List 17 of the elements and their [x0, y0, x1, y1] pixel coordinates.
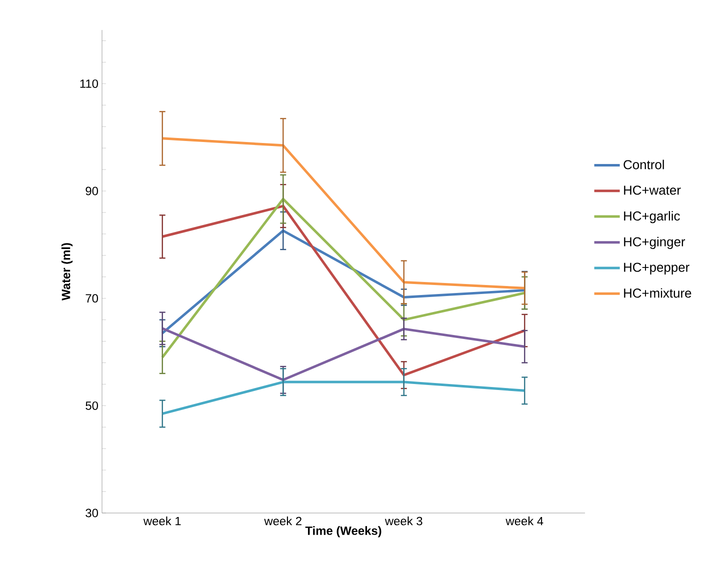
y-tick-label: 70: [86, 294, 98, 303]
legend-label: HC+water: [624, 186, 681, 195]
legend-label: Control: [624, 160, 664, 170]
x-axis-title: Time (Weeks): [305, 526, 382, 538]
y-tick-label: 90: [86, 186, 98, 196]
x-tick-label: week 3: [384, 516, 422, 526]
y-tick-label: 30: [86, 508, 98, 518]
legend-label: HC+ginger: [624, 236, 686, 249]
legend-label: HC+pepper: [624, 262, 690, 274]
y-tick-label: 110: [80, 79, 98, 88]
x-tick-label: week 2: [264, 516, 302, 526]
x-tick-label: week 1: [143, 516, 181, 526]
legend-label: HC+garlic: [624, 211, 680, 224]
y-axis-title: Water (ml): [61, 243, 73, 300]
legend-label: HC+mixture: [624, 288, 692, 298]
y-tick-label: 50: [86, 401, 98, 410]
x-tick-label: week 4: [506, 516, 544, 526]
